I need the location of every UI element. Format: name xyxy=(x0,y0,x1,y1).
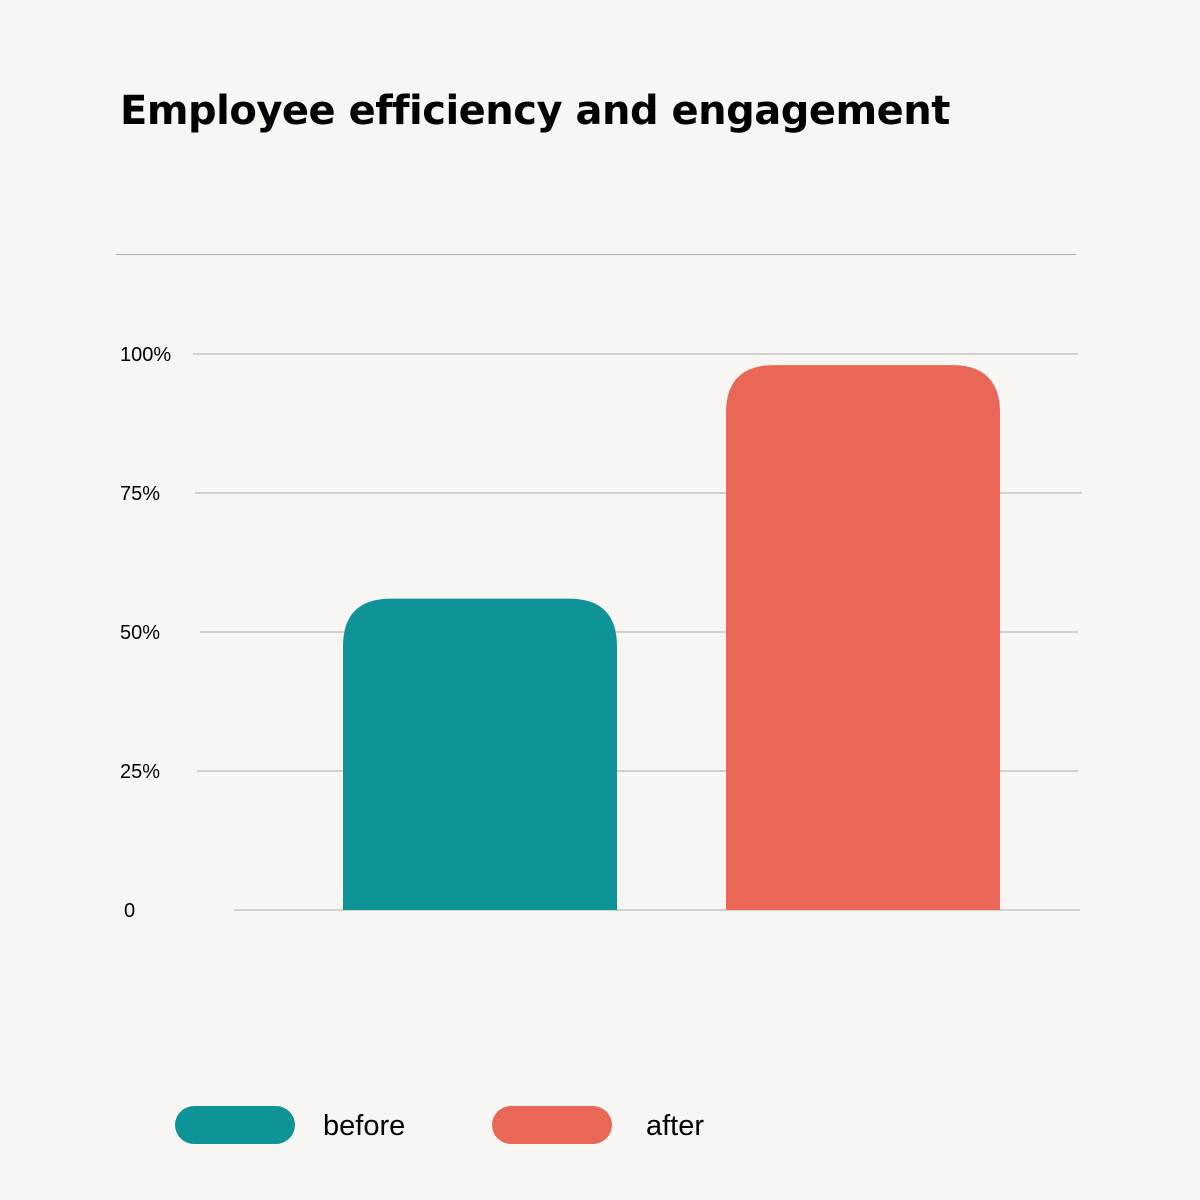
legend-swatch-before xyxy=(175,1106,295,1144)
y-tick-label-0: 0 xyxy=(124,900,135,922)
bar-before xyxy=(343,598,617,910)
y-tick-label-25: 25% xyxy=(120,761,160,783)
y-tick-label-50: 50% xyxy=(120,622,160,644)
bars xyxy=(343,365,1000,910)
legend-swatch-after xyxy=(492,1106,612,1144)
y-tick-label-75: 75% xyxy=(120,483,160,505)
bar-after xyxy=(726,365,1000,910)
y-tick-label-100: 100% xyxy=(120,344,171,366)
title-divider xyxy=(116,254,1076,255)
legend-label-after: after xyxy=(646,1110,705,1142)
legend-label-before: before xyxy=(323,1110,406,1142)
chart-title: Employee efficiency and engagement xyxy=(120,88,950,134)
bar-chart: 0 25% 50% 75% 100% xyxy=(120,344,1082,922)
y-axis-ticks: 0 25% 50% 75% 100% xyxy=(120,344,171,922)
legend: before after xyxy=(0,1106,1200,1146)
